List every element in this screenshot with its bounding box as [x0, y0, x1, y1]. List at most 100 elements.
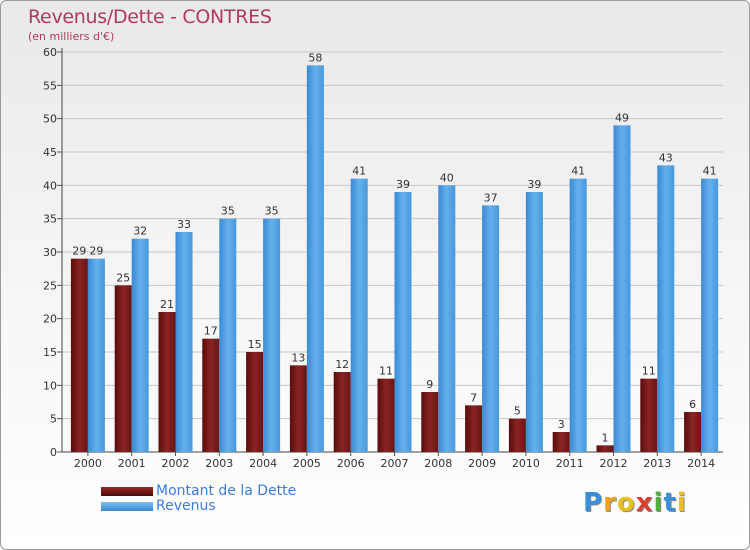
- bar-revenue: [525, 192, 543, 452]
- data-label-revenue: 43: [659, 151, 673, 164]
- bar-debt: [640, 378, 658, 452]
- data-label-debt: 21: [160, 298, 174, 311]
- bar-debt: [114, 285, 132, 452]
- x-tick-label: 2013: [643, 457, 671, 470]
- bar-revenue: [657, 165, 675, 453]
- x-tick-label: 2001: [118, 457, 146, 470]
- data-label-debt: 6: [689, 398, 696, 411]
- x-tick-label: 2005: [293, 457, 321, 470]
- y-tick-label: 25: [43, 279, 57, 292]
- data-label-debt: 13: [291, 351, 305, 364]
- data-label-revenue: 41: [571, 165, 585, 178]
- x-tick-label: 2006: [337, 457, 365, 470]
- bar-debt: [246, 352, 264, 452]
- x-tick-label: 2003: [205, 457, 233, 470]
- logo-letter: x: [635, 488, 654, 518]
- bar-revenue: [306, 65, 324, 452]
- x-tick-label: 2011: [556, 457, 584, 470]
- bar-revenue: [438, 185, 456, 453]
- x-tick-label: 2014: [687, 457, 715, 470]
- logo-letter: i: [676, 488, 687, 518]
- bar-revenue: [701, 178, 719, 452]
- bar-debt: [421, 392, 439, 452]
- bar-revenue: [394, 192, 412, 452]
- data-label-revenue: 40: [440, 171, 454, 184]
- data-label-revenue: 41: [352, 165, 366, 178]
- data-label-revenue: 39: [527, 178, 541, 191]
- bar-revenue: [131, 238, 149, 452]
- bar-revenue: [482, 205, 500, 452]
- y-tick-label: 20: [43, 313, 57, 326]
- data-label-debt: 17: [204, 325, 218, 338]
- y-tick-label: 50: [43, 113, 57, 126]
- data-label-debt: 1: [602, 431, 609, 444]
- logo-letter: t: [663, 488, 677, 518]
- y-tick-label: 0: [50, 446, 57, 459]
- x-tick-label: 2004: [249, 457, 277, 470]
- bar-debt: [684, 412, 702, 452]
- data-label-revenue: 35: [265, 205, 279, 218]
- bar-debt: [596, 445, 614, 452]
- data-label-revenue: 39: [396, 178, 410, 191]
- data-label-revenue: 37: [484, 191, 498, 204]
- bar-debt: [552, 432, 570, 452]
- data-label-debt: 3: [558, 418, 565, 431]
- data-label-revenue: 33: [177, 218, 191, 231]
- proxiti-logo: Proxiti: [583, 488, 687, 518]
- chart-title: Revenus/Dette - CONTRES: [28, 6, 272, 28]
- y-tick-label: 40: [43, 179, 57, 192]
- bar-debt: [158, 312, 176, 452]
- bar-debt: [377, 378, 395, 452]
- x-tick-label: 2000: [74, 457, 102, 470]
- bar-debt: [289, 365, 307, 452]
- data-label-debt: 11: [642, 365, 656, 378]
- data-label-debt: 15: [248, 338, 262, 351]
- x-tick-label: 2007: [381, 457, 409, 470]
- data-label-revenue: 35: [221, 205, 235, 218]
- data-label-debt: 11: [379, 365, 393, 378]
- y-tick-label: 35: [43, 213, 57, 226]
- bar-revenue: [263, 218, 281, 452]
- bar-revenue: [350, 178, 368, 452]
- logo-letter: o: [616, 488, 636, 518]
- y-tick-label: 10: [43, 379, 57, 392]
- bar-debt: [70, 258, 88, 452]
- chart-subtitle: (en milliers d'€): [28, 30, 115, 43]
- x-tick-label: 2008: [424, 457, 452, 470]
- y-tick-label: 55: [43, 79, 57, 92]
- bar-revenue: [219, 218, 237, 452]
- legend-swatch-debt: [101, 487, 153, 496]
- legend-label-debt: Montant de la Dette: [156, 483, 297, 499]
- data-label-revenue: 32: [133, 225, 147, 238]
- bar-debt: [508, 418, 526, 452]
- bar-debt: [465, 405, 483, 452]
- data-label-debt: 7: [470, 391, 477, 404]
- data-label-revenue: 29: [89, 245, 103, 258]
- legend-label-revenue: Revenus: [156, 498, 216, 514]
- data-label-debt: 5: [514, 405, 521, 418]
- legend-swatch-revenue: [101, 502, 153, 511]
- data-label-debt: 25: [116, 271, 130, 284]
- y-tick-label: 45: [43, 146, 57, 159]
- logo-letter: i: [653, 488, 664, 518]
- data-label-debt: 29: [72, 245, 86, 258]
- x-tick-label: 2012: [600, 457, 628, 470]
- bar-revenue: [87, 258, 105, 452]
- data-label-revenue: 49: [615, 111, 629, 124]
- y-tick-label: 5: [50, 413, 57, 426]
- data-label-revenue: 41: [703, 165, 717, 178]
- bar-debt: [333, 372, 351, 452]
- bar-revenue: [569, 178, 587, 452]
- bar-revenue: [613, 125, 631, 452]
- data-label-debt: 12: [335, 358, 349, 371]
- data-label-debt: 9: [426, 378, 433, 391]
- bar-debt: [202, 338, 220, 452]
- y-tick-label: 30: [43, 246, 57, 259]
- y-tick-label: 60: [43, 46, 57, 59]
- x-tick-label: 2010: [512, 457, 540, 470]
- bar-revenue: [175, 232, 193, 452]
- data-label-revenue: 58: [308, 51, 322, 64]
- logo-letter: P: [583, 488, 604, 518]
